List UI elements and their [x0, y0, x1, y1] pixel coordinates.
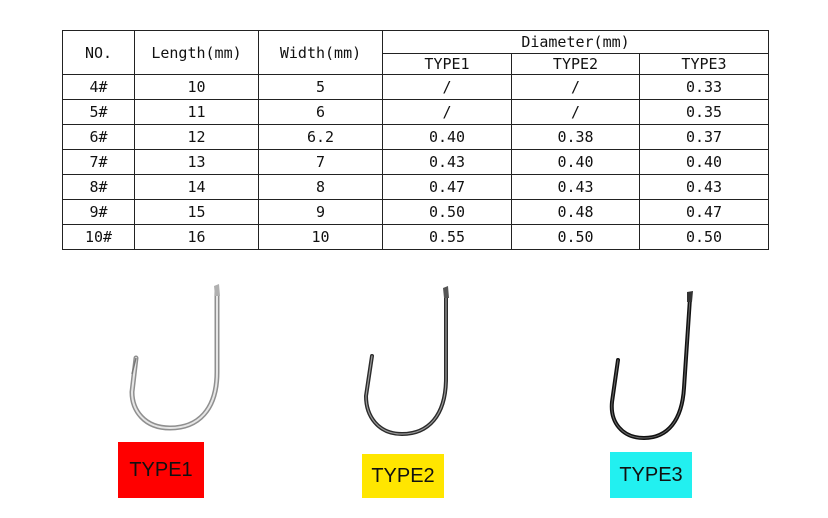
cell-d2: 0.40: [511, 149, 640, 175]
cell-width: 10: [258, 224, 383, 250]
type1-label-text: TYPE1: [129, 459, 193, 481]
cell-d3: 0.33: [638, 74, 770, 100]
cell-d1: /: [382, 74, 512, 100]
type1-label: TYPE1: [118, 442, 204, 498]
cell-no: 6#: [62, 124, 135, 150]
hook-illustrations: TYPE1 TYPE2 TYPE3: [0, 282, 828, 518]
cell-d3: 0.35: [638, 99, 770, 125]
header-width: Width(mm): [258, 30, 383, 75]
cell-no: 10#: [62, 224, 135, 250]
cell-width: 7: [258, 149, 383, 175]
cell-d3: 0.43: [638, 174, 770, 200]
cell-length: 10: [134, 74, 259, 100]
cell-length: 11: [134, 99, 259, 125]
header-length: Length(mm): [134, 30, 259, 75]
cell-d1: 0.50: [382, 199, 512, 225]
table-row: 4# 10 5//0.33: [62, 74, 770, 100]
cell-d2: /: [511, 74, 640, 100]
type3-label: TYPE3: [610, 452, 692, 498]
black-hook-icon: [609, 291, 693, 440]
cell-width: 6.2: [258, 124, 383, 150]
table-row: 8# 14 8 0.47 0.43 0.43: [62, 174, 770, 200]
cell-d3: 0.40: [638, 149, 770, 175]
cell-no: 4#: [62, 74, 135, 100]
cell-length: 16: [134, 224, 259, 250]
table-row: 7# 13 7 0.43 0.40 0.40: [62, 149, 770, 175]
table-row: 9# 15 9 0.50 0.48 0.47: [62, 199, 770, 225]
cell-length: 15: [134, 199, 259, 225]
type2-label: TYPE2: [362, 454, 444, 498]
hook-spec-table: NO. Length(mm) Width(mm) Diameter(mm) TY…: [62, 30, 770, 250]
cell-d1: 0.43: [382, 149, 512, 175]
cell-d1: /: [382, 99, 512, 125]
cell-length: 12: [134, 124, 259, 150]
cell-d2: /: [511, 99, 640, 125]
cell-d2: 0.38: [511, 124, 640, 150]
header-no: NO.: [62, 30, 135, 75]
cell-no: 5#: [62, 99, 135, 125]
header-type1: TYPE1: [382, 53, 512, 75]
cell-d2: 0.50: [511, 224, 640, 250]
cell-width: 8: [258, 174, 383, 200]
table-row: 10# 16 10 0.55 0.50 0.50: [62, 224, 770, 250]
table-row: 6# 12 6.2 0.40 0.38 0.37: [62, 124, 770, 150]
cell-d3: 0.37: [638, 124, 770, 150]
type3-label-text: TYPE3: [619, 464, 683, 486]
type2-label-text: TYPE2: [371, 465, 435, 487]
cell-d1: 0.55: [382, 224, 512, 250]
cell-d1: 0.47: [382, 174, 512, 200]
silver-hook-icon: [129, 284, 220, 431]
cell-d2: 0.43: [511, 174, 640, 200]
cell-width: 6: [258, 99, 383, 125]
cell-length: 13: [134, 149, 259, 175]
cell-width: 5: [258, 74, 383, 100]
cell-d3: 0.47: [638, 199, 770, 225]
cell-d3: 0.50: [638, 224, 770, 250]
header-type2: TYPE2: [511, 53, 640, 75]
table-row: 5# 11 6//0.35: [62, 99, 770, 125]
dark-hook-icon: [363, 286, 449, 436]
header-diameter: Diameter(mm): [381, 30, 770, 54]
header-type3: TYPE3: [638, 53, 770, 75]
cell-length: 14: [134, 174, 259, 200]
cell-no: 7#: [62, 149, 135, 175]
cell-no: 8#: [62, 174, 135, 200]
cell-d1: 0.40: [382, 124, 512, 150]
cell-width: 9: [258, 199, 383, 225]
cell-no: 9#: [62, 199, 135, 225]
cell-d2: 0.48: [511, 199, 640, 225]
